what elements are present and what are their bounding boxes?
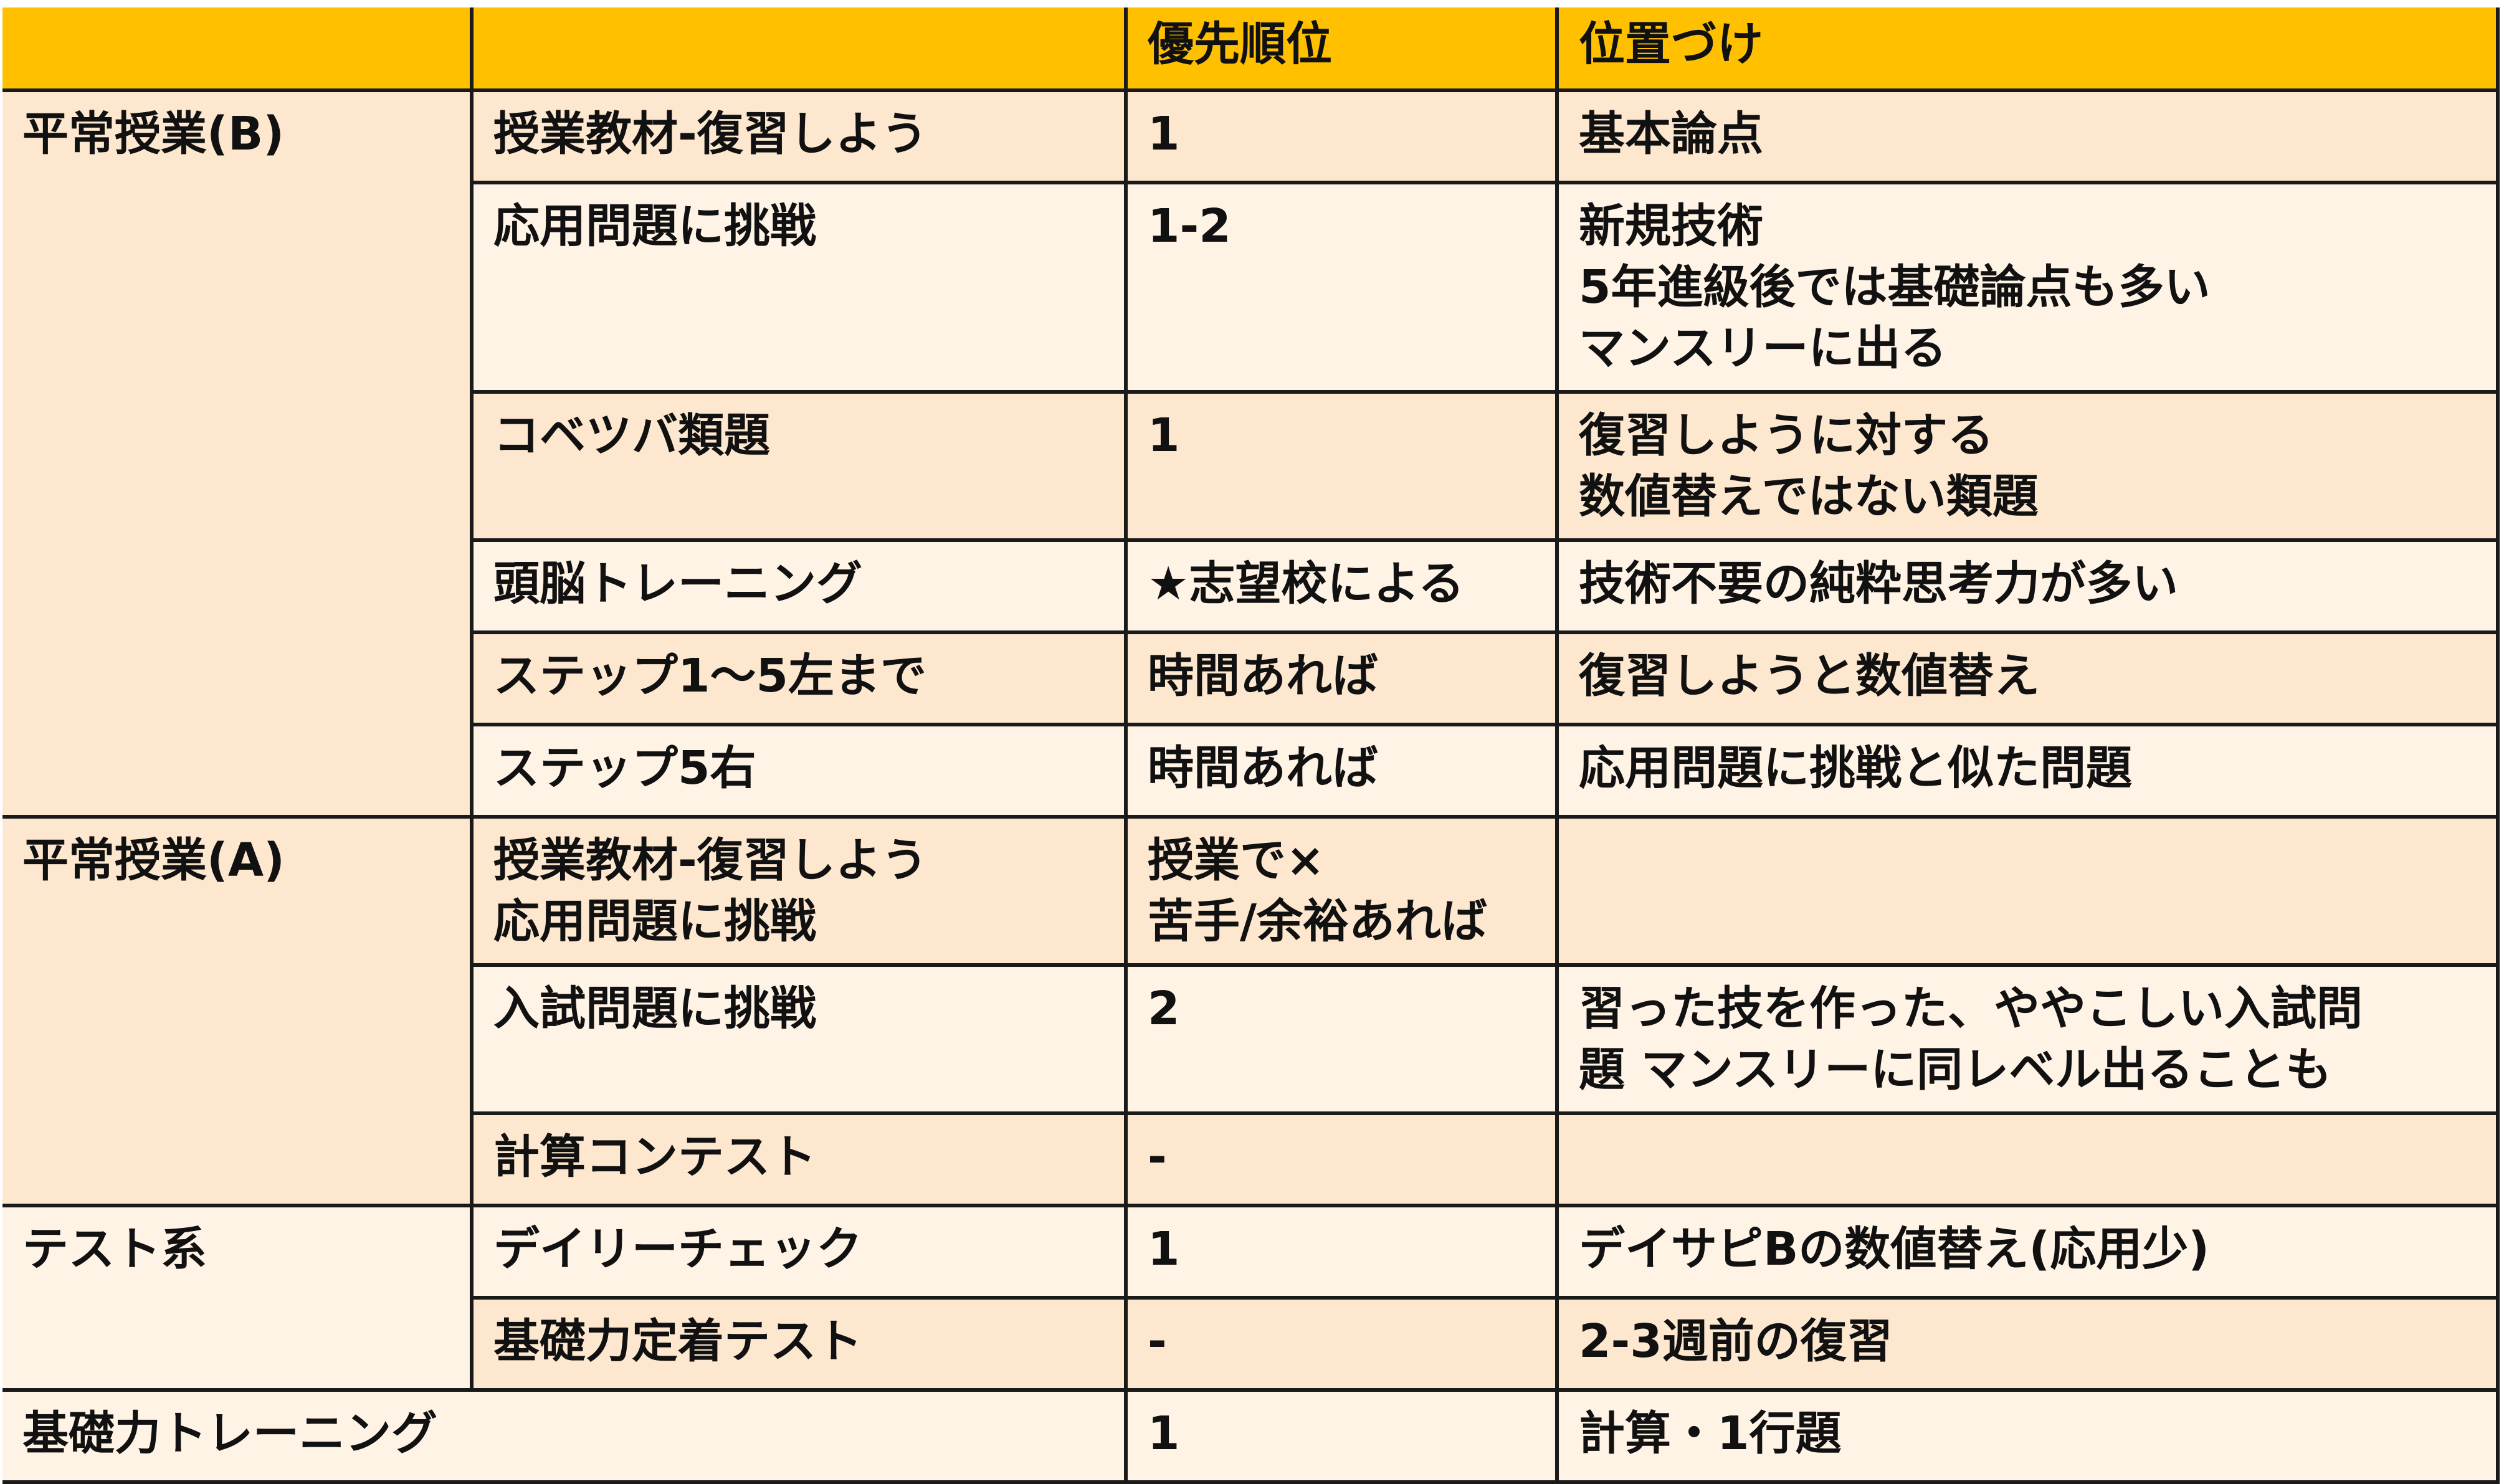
priority-cell: 1 bbox=[1124, 1388, 1559, 1484]
header-item bbox=[470, 7, 1128, 92]
positioning-cell: 応用問題に挑戦と似た問題 bbox=[1555, 723, 2500, 819]
table-row: 応用問題に挑戦 1-2 新規技術 5年進級後では基礎論点も多い マンスリーに出る bbox=[2, 181, 2500, 394]
priority-cell: 時間あれば bbox=[1124, 630, 1559, 726]
positioning-cell: 新規技術 5年進級後では基礎論点も多い マンスリーに出る bbox=[1555, 181, 2500, 394]
table-row: 頭脳トレーニング ★志望校による 技術不要の純粋思考力が多い bbox=[2, 538, 2500, 634]
table-row: コベツバ類題 1 復習しように対する 数値替えではない類題 bbox=[2, 390, 2500, 542]
positioning-cell: 技術不要の純粋思考力が多い bbox=[1555, 538, 2500, 634]
header-row: 優先順位 位置づけ bbox=[2, 7, 2500, 92]
item-cell: 基礎力定着テスト bbox=[470, 1296, 1128, 1392]
item-cell: 入試問題に挑戦 bbox=[470, 963, 1128, 1115]
header-positioning: 位置づけ bbox=[1555, 7, 2500, 92]
priority-cell: 1 bbox=[1124, 1204, 1559, 1300]
header-category bbox=[2, 7, 474, 92]
priority-cell: 授業で× 苦手/余裕あれば bbox=[1124, 815, 1559, 967]
table-row: 入試問題に挑戦 2 習った技を作った、ややこしい入試問 題 マンスリーに同レベル… bbox=[2, 963, 2500, 1115]
table-row: テスト系 デイリーチェック 1 デイサピBの数値替え(応用少) bbox=[2, 1204, 2500, 1392]
priority-cell: 2 bbox=[1124, 963, 1559, 1115]
priority-cell: - bbox=[1124, 1111, 1559, 1207]
table-row: 平常授業(A) 授業教材-復習しよう 応用問題に挑戦 授業で× 苦手/余裕あれば bbox=[2, 815, 2500, 1207]
item-cell: コベツバ類題 bbox=[470, 390, 1128, 542]
positioning-cell: デイサピBの数値替え(応用少) bbox=[1555, 1204, 2500, 1300]
positioning-cell: 2-3週前の復習 bbox=[1555, 1296, 2500, 1392]
item-cell: ステップ5右 bbox=[470, 723, 1128, 819]
item-cell: 応用問題に挑戦 bbox=[470, 181, 1128, 394]
priority-cell: 1 bbox=[1124, 390, 1559, 542]
positioning-cell bbox=[1555, 815, 2500, 967]
item-cell: ステップ1〜5左まで bbox=[470, 630, 1128, 726]
study-priority-table: 優先順位 位置づけ 平常授業(B) 授業教材-復習しよう 1 基本論点 応用問題… bbox=[2, 7, 2500, 1484]
positioning-cell: 基本論点 bbox=[1555, 88, 2500, 184]
item-cell: 計算コンテスト bbox=[470, 1111, 1128, 1207]
positioning-cell: 復習しようと数値替え bbox=[1555, 630, 2500, 726]
item-cell: 授業教材-復習しよう 応用問題に挑戦 bbox=[470, 815, 1128, 967]
priority-cell: 1 bbox=[1124, 88, 1559, 184]
table-row: 平常授業(B) 授業教材-復習しよう 1 基本論点 bbox=[2, 88, 2500, 819]
table-row: 基礎力定着テスト - 2-3週前の復習 bbox=[2, 1296, 2500, 1392]
positioning-cell: 復習しように対する 数値替えではない類題 bbox=[1555, 390, 2500, 542]
table-row: ステップ5右 時間あれば 応用問題に挑戦と似た問題 bbox=[2, 723, 2500, 819]
table-row: ステップ1〜5左まで 時間あれば 復習しようと数値替え bbox=[2, 630, 2500, 726]
positioning-cell bbox=[1555, 1111, 2500, 1207]
group-basic-training: 基礎力トレーニング bbox=[2, 1388, 1128, 1484]
priority-cell: 1-2 bbox=[1124, 181, 1559, 394]
item-cell: デイリーチェック bbox=[470, 1204, 1128, 1300]
item-cell: 頭脳トレーニング bbox=[470, 538, 1128, 634]
priority-cell: 時間あれば bbox=[1124, 723, 1559, 819]
table-row: 基礎力トレーニング 1 計算・1行題 bbox=[2, 1388, 2500, 1484]
group-tests: テスト系 bbox=[2, 1204, 474, 1392]
item-cell: 授業教材-復習しよう bbox=[470, 88, 1128, 184]
positioning-cell: 習った技を作った、ややこしい入試問 題 マンスリーに同レベル出ることも bbox=[1555, 963, 2500, 1115]
priority-cell: - bbox=[1124, 1296, 1559, 1392]
table-row: 計算コンテスト - bbox=[2, 1111, 2500, 1207]
positioning-cell: 計算・1行題 bbox=[1555, 1388, 2500, 1484]
header-priority: 優先順位 bbox=[1124, 7, 1559, 92]
priority-cell: ★志望校による bbox=[1124, 538, 1559, 634]
group-regular-a: 平常授業(A) bbox=[2, 815, 474, 1207]
group-regular-b: 平常授業(B) bbox=[2, 88, 474, 819]
